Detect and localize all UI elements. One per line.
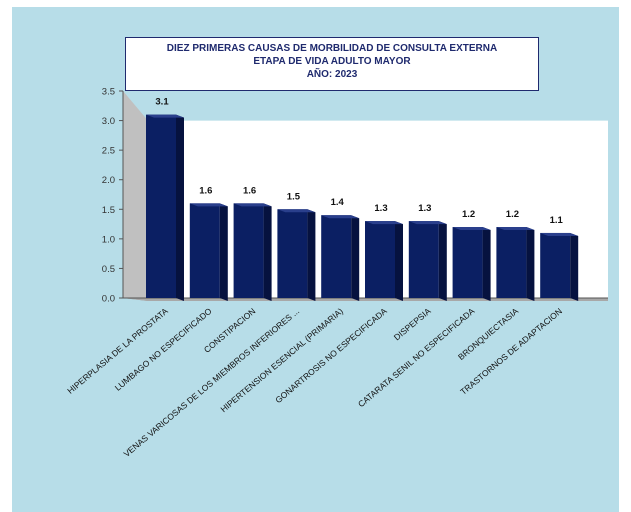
y-tick-label: 1.5 xyxy=(102,205,115,216)
bar-side xyxy=(570,232,579,301)
chart-title-line-2: ETAPA DE VIDA ADULTO MAYOR xyxy=(253,56,411,67)
bar xyxy=(146,114,184,302)
bar-side xyxy=(307,209,316,301)
x-category-label: DISPEPSIA xyxy=(392,306,433,343)
bar-value-label: 1.2 xyxy=(462,209,475,220)
bar-side xyxy=(176,114,184,302)
bar-side xyxy=(395,221,403,301)
y-tick-label: 1.0 xyxy=(102,234,115,245)
bar xyxy=(452,227,491,301)
bar-top xyxy=(146,114,184,118)
bar xyxy=(365,221,403,301)
bar-value-label: 1.5 xyxy=(287,191,301,202)
bar-front xyxy=(146,114,176,299)
bar xyxy=(277,209,316,301)
chart-title-line-3: AÑO: 2023 xyxy=(306,69,358,80)
bar-value-label: 1.3 xyxy=(418,203,431,214)
bar-value-label: 1.4 xyxy=(331,197,345,208)
bar-value-label: 1.6 xyxy=(243,185,256,196)
y-tick-label: 0.0 xyxy=(102,294,115,305)
bar-top xyxy=(233,203,272,207)
bar-top xyxy=(189,203,228,207)
bar-value-label: 1.1 xyxy=(550,215,564,226)
bar-front xyxy=(277,209,308,298)
y-tick-label: 0.5 xyxy=(102,264,115,275)
bar xyxy=(496,227,535,301)
bar-front xyxy=(189,203,220,298)
bar-front xyxy=(540,232,571,298)
bar-front xyxy=(233,203,264,298)
bar xyxy=(189,203,228,301)
bar-top xyxy=(408,221,447,225)
bar xyxy=(408,221,447,301)
bar-top xyxy=(321,215,360,219)
bar-top xyxy=(496,227,535,231)
bar-top xyxy=(365,221,403,225)
bar-side xyxy=(438,221,447,301)
plot-side-wall xyxy=(123,91,148,301)
bar-side xyxy=(526,227,535,301)
bar-value-label: 1.6 xyxy=(199,185,212,196)
y-tick-label: 2.5 xyxy=(102,146,115,157)
y-tick-label: 3.0 xyxy=(102,116,115,127)
bar-side xyxy=(263,203,272,301)
bar xyxy=(540,232,579,301)
bar-front xyxy=(408,221,439,298)
y-tick-label: 3.5 xyxy=(102,87,115,98)
bar-side xyxy=(482,227,491,301)
bar-side xyxy=(219,203,228,301)
bar xyxy=(233,203,272,301)
bar-top xyxy=(540,232,579,236)
bar-front xyxy=(452,227,483,298)
bar xyxy=(321,215,360,301)
bar-top xyxy=(277,209,316,213)
bar-value-label: 1.2 xyxy=(506,209,519,220)
chart-title: DIEZ PRIMERAS CAUSAS DE MORBILIDAD DE CO… xyxy=(125,37,539,91)
bar-front xyxy=(365,221,395,298)
bar-front xyxy=(321,215,352,298)
bar-front xyxy=(496,227,527,298)
bar-side xyxy=(351,215,360,301)
bar-value-label: 1.3 xyxy=(374,203,387,214)
bar-value-label: 3.1 xyxy=(155,97,169,108)
y-tick-label: 2.0 xyxy=(102,175,115,186)
chart-title-line-1: DIEZ PRIMERAS CAUSAS DE MORBILIDAD DE CO… xyxy=(166,43,498,54)
bar-top xyxy=(452,227,491,231)
